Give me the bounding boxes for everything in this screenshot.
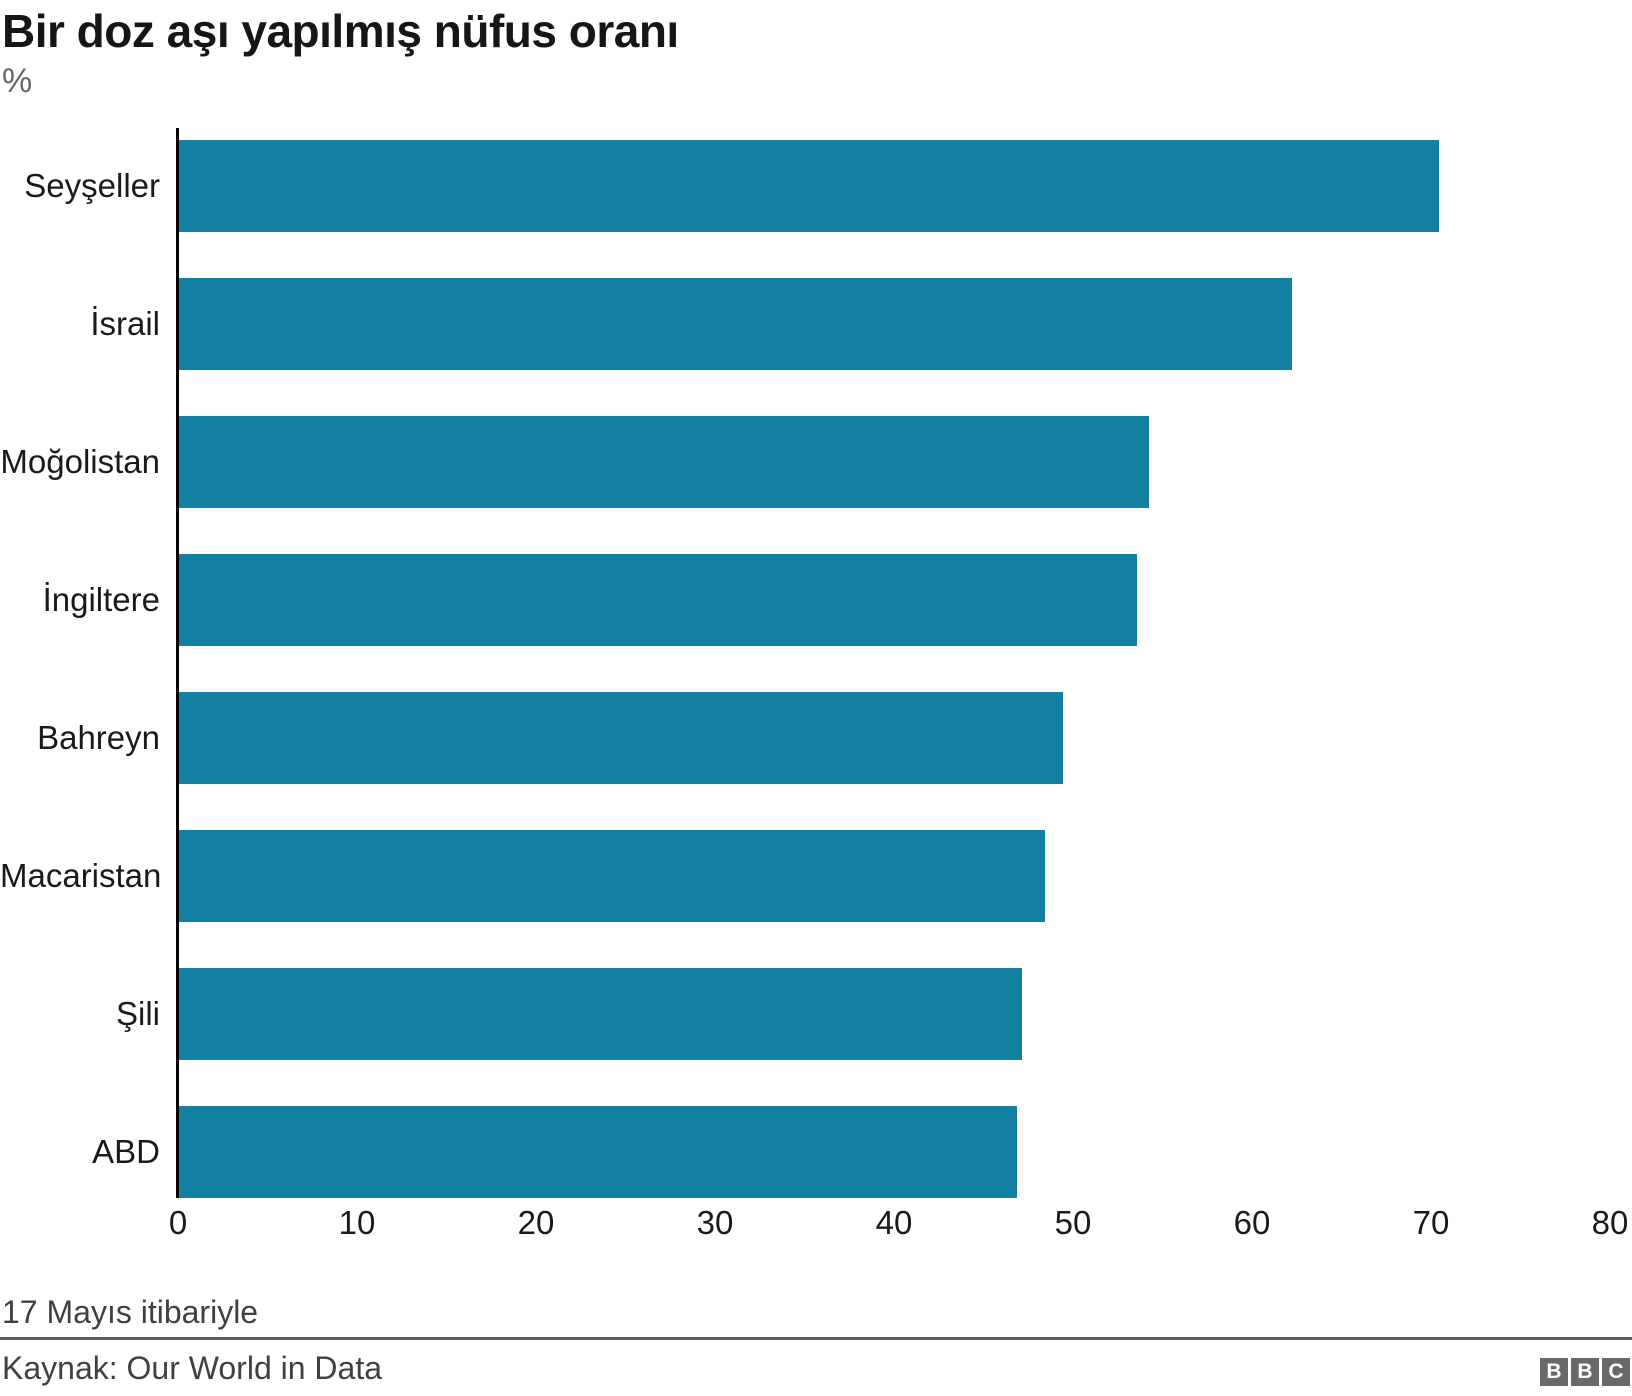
bar-4 [179, 692, 1063, 784]
bbc-logo-letter: B [1571, 1358, 1599, 1386]
bbc-logo-letter: C [1602, 1358, 1630, 1386]
chart-unit-label: % [2, 62, 33, 100]
category-label: Bahreyn [37, 719, 160, 756]
bar-6 [179, 968, 1022, 1060]
category-label: Seyşeller [24, 167, 160, 204]
category-label: Moğolistan [0, 443, 160, 480]
chart-footnote: 17 Mayıs itibariyle [2, 1294, 259, 1330]
x-tick-label: 40 [875, 1204, 913, 1241]
x-tick-label: 70 [1412, 1204, 1450, 1241]
x-tick-label: 50 [1054, 1204, 1092, 1241]
x-tick-label: 60 [1233, 1204, 1271, 1241]
footer-divider [0, 1337, 1632, 1340]
x-tick-label: 20 [517, 1204, 555, 1241]
y-axis-line [176, 128, 179, 1198]
bar-3 [179, 554, 1137, 646]
category-label: Macaristan [0, 857, 162, 894]
category-label: İsrail [90, 305, 160, 342]
bbc-logo: B B C [1540, 1358, 1630, 1386]
bar-2 [179, 416, 1149, 508]
bar-0 [179, 140, 1439, 232]
bar-1 [179, 278, 1292, 370]
x-tick-label: 30 [696, 1204, 734, 1241]
chart-title: Bir doz aşı yapılmış nüfus oranı [2, 5, 679, 57]
x-tick-label: 10 [338, 1204, 376, 1241]
bbc-logo-letter: B [1540, 1358, 1568, 1386]
bar-5 [179, 830, 1045, 922]
x-tick-label: 0 [168, 1204, 188, 1241]
x-tick-label: 80 [1591, 1204, 1629, 1241]
category-label: İngiltere [42, 581, 160, 618]
category-label: Şili [115, 995, 160, 1032]
category-label: ABD [92, 1133, 160, 1170]
source-credit: Kaynak: Our World in Data [2, 1350, 383, 1386]
bar-7 [179, 1106, 1017, 1198]
